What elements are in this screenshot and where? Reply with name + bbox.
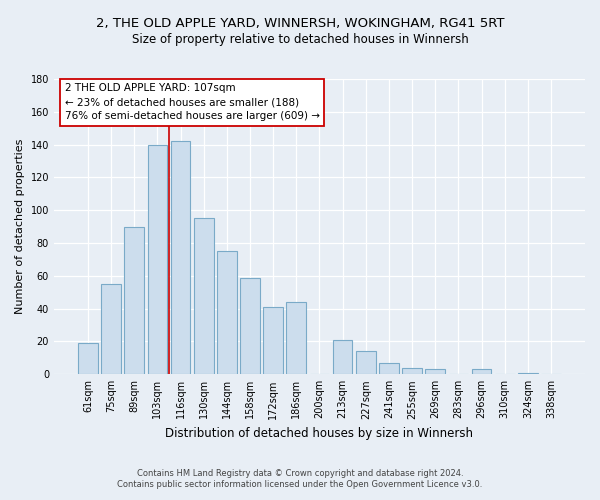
Bar xyxy=(194,218,214,374)
Bar xyxy=(148,144,167,374)
Bar xyxy=(333,340,352,374)
Text: 2 THE OLD APPLE YARD: 107sqm
← 23% of detached houses are smaller (188)
76% of s: 2 THE OLD APPLE YARD: 107sqm ← 23% of de… xyxy=(65,84,320,122)
Bar xyxy=(124,226,144,374)
Text: Contains HM Land Registry data © Crown copyright and database right 2024.: Contains HM Land Registry data © Crown c… xyxy=(137,468,463,477)
Bar xyxy=(379,363,399,374)
Bar xyxy=(240,278,260,374)
Bar xyxy=(425,370,445,374)
Text: Size of property relative to detached houses in Winnersh: Size of property relative to detached ho… xyxy=(131,32,469,46)
Bar xyxy=(402,368,422,374)
Bar xyxy=(101,284,121,374)
Bar xyxy=(472,370,491,374)
X-axis label: Distribution of detached houses by size in Winnersh: Distribution of detached houses by size … xyxy=(166,427,473,440)
Bar xyxy=(286,302,306,374)
Y-axis label: Number of detached properties: Number of detached properties xyxy=(15,139,25,314)
Text: Contains public sector information licensed under the Open Government Licence v3: Contains public sector information licen… xyxy=(118,480,482,489)
Bar xyxy=(78,343,98,374)
Bar xyxy=(518,372,538,374)
Bar xyxy=(170,142,190,374)
Bar xyxy=(217,252,236,374)
Bar xyxy=(356,352,376,374)
Text: 2, THE OLD APPLE YARD, WINNERSH, WOKINGHAM, RG41 5RT: 2, THE OLD APPLE YARD, WINNERSH, WOKINGH… xyxy=(96,18,504,30)
Bar xyxy=(263,307,283,374)
